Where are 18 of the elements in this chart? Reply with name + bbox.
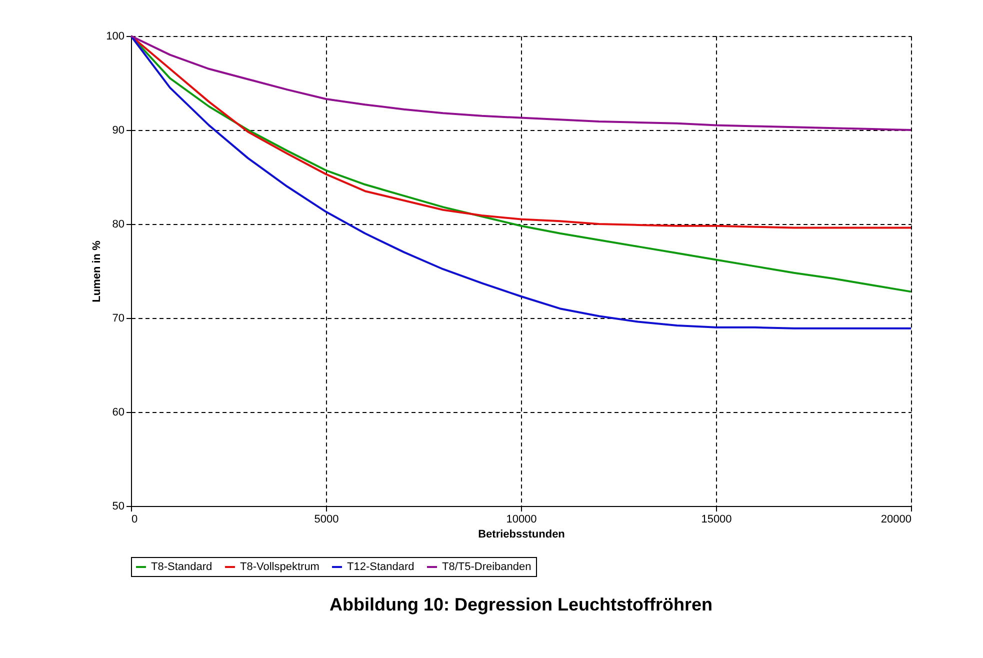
legend-label: T8-Standard	[151, 561, 212, 573]
legend-label: T12-Standard	[347, 561, 414, 573]
x-tick-label: 0	[132, 514, 138, 526]
y-axis-title: Lumen in %	[91, 240, 104, 302]
y-tick-label: 100	[106, 30, 124, 42]
y-tick-label: 80	[112, 218, 124, 230]
y-tick-label: 90	[112, 124, 124, 136]
y-tick-label: 70	[112, 312, 124, 324]
legend-label: T8/T5-Dreibanden	[442, 561, 532, 573]
x-axis-title: Betriebsstunden	[478, 528, 566, 540]
x-tick-label: 20000	[880, 514, 912, 526]
y-tick-label: 60	[112, 406, 124, 418]
x-tick-label: 15000	[701, 514, 732, 526]
legend-label: T8-Vollspektrum	[240, 561, 320, 573]
x-tick-label: 10000	[506, 514, 537, 526]
x-tick-label: 5000	[314, 514, 339, 526]
text: Abbildung 10: Degression Leuchtstoffröhren	[329, 594, 713, 614]
y-tick-label: 50	[112, 500, 124, 512]
